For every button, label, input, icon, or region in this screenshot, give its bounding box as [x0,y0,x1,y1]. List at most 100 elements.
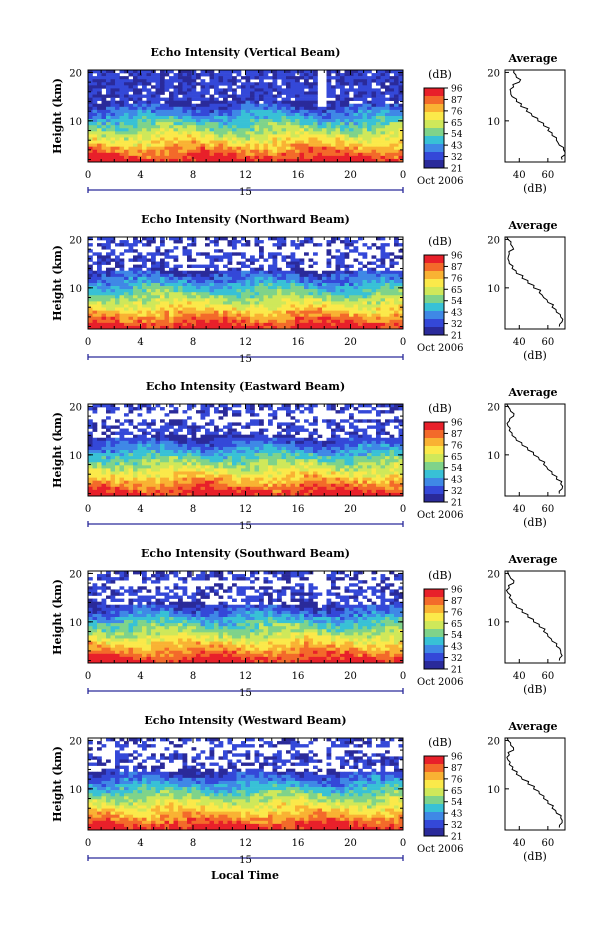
heatmap-cell [398,131,404,135]
heatmap-cell [389,459,395,463]
heatmap-cell [133,434,138,439]
heatmap-cell [281,109,287,114]
heatmap-cell [245,103,251,108]
colorbar-tick-label: 32 [451,320,462,330]
heatmap-cell [250,413,255,417]
heatmap-cell [88,422,93,426]
heatmap-cell [187,249,192,253]
heatmap-cell [97,310,102,314]
heatmap-cell [110,252,116,256]
heatmap-cell [385,307,390,311]
profile-x-tick-label: 40 [513,337,526,348]
heatmap-cell [335,103,341,108]
heatmap-cell [385,446,390,451]
heatmap-cell [250,419,255,423]
heatmap-cell [263,443,269,448]
heatmap-cell [331,462,336,466]
heatmap-cell [371,134,377,138]
heatmap-cell [88,465,93,469]
heatmap-cell [344,465,350,469]
heatmap-cell [155,146,161,151]
heatmap-cell [290,258,296,262]
heatmap-cell [295,116,300,120]
heatmap-cell [295,88,300,92]
heatmap-cell [385,456,390,460]
heatmap-cell [263,286,269,290]
heatmap-cell [385,301,390,305]
heatmap-cell [119,258,125,262]
heatmap-cell [173,298,179,302]
heatmap-cell [142,276,147,281]
heatmap-cell [295,289,300,293]
heatmap-cell [232,146,237,151]
heatmap-cell [205,237,210,241]
heatmap-cell [299,462,305,466]
heatmap-cell [227,407,233,411]
heatmap-cell [349,310,354,314]
heatmap-cell [362,276,368,281]
heatmap-cell [214,237,219,241]
heatmap-cell [169,450,174,454]
heatmap-cell [88,270,93,275]
heatmap-cell [178,140,183,144]
heatmap-cell [164,425,170,429]
heatmap-cell [371,137,377,141]
heatmap-cell [250,146,255,151]
heatmap-cell [191,322,197,327]
heatmap-cell [236,413,242,417]
heatmap-cell [236,140,242,144]
heatmap-cell [214,270,219,275]
heatmap-cell [380,146,386,151]
heatmap-cell [133,295,138,299]
heatmap-cell [128,109,134,114]
heatmap-cell [263,143,269,147]
heatmap-cell [268,140,273,144]
heatmap-cell [110,240,116,244]
heatmap-cell [259,137,264,141]
heatmap-cell [290,270,296,275]
heatmap-cell [88,158,93,163]
heatmap-cell [236,410,242,414]
heatmap-cell [119,122,125,126]
heatmap-cell [308,131,314,135]
heatmap-cell [254,82,260,86]
heatmap-cell [398,255,404,259]
heatmap-cell [209,325,215,330]
heatmap-cell [115,459,120,463]
heatmap-cell [367,270,372,275]
heatmap-cell [200,310,206,314]
heatmap-cell [272,85,278,89]
heatmap-cell [182,134,188,138]
heatmap-cell [178,264,183,268]
heatmap-cell [254,273,260,278]
heatmap-cell [169,116,174,120]
heatmap-cell [398,97,404,101]
heatmap-cell [317,112,323,117]
heatmap-cell [200,116,206,120]
heatmap-cell [137,322,143,327]
heatmap-cell [290,264,296,268]
heatmap-cell [128,97,134,101]
heatmap-cell [308,97,314,101]
colorbar-frame [423,254,445,336]
heatmap-cell [106,240,111,244]
heatmap-cell [155,85,161,89]
heatmap-cell [362,122,368,126]
heatmap-cell [367,443,372,448]
heatmap-cell [245,446,251,451]
heatmap-cell [191,116,197,120]
heatmap-cell [349,73,354,77]
heatmap-cell [385,243,390,247]
heatmap-cell [362,313,368,318]
heatmap-cell [353,276,359,281]
heatmap-cell [317,295,323,299]
heatmap-cell [362,116,368,120]
heatmap-cell [263,301,269,305]
heatmap-cell [335,322,341,327]
heatmap-cell [110,146,116,151]
heatmap-cell [340,456,345,460]
heatmap-cell [88,304,93,308]
heatmap-cell [344,140,350,144]
heatmap-cell [160,73,165,77]
heatmap-cell [155,437,161,442]
